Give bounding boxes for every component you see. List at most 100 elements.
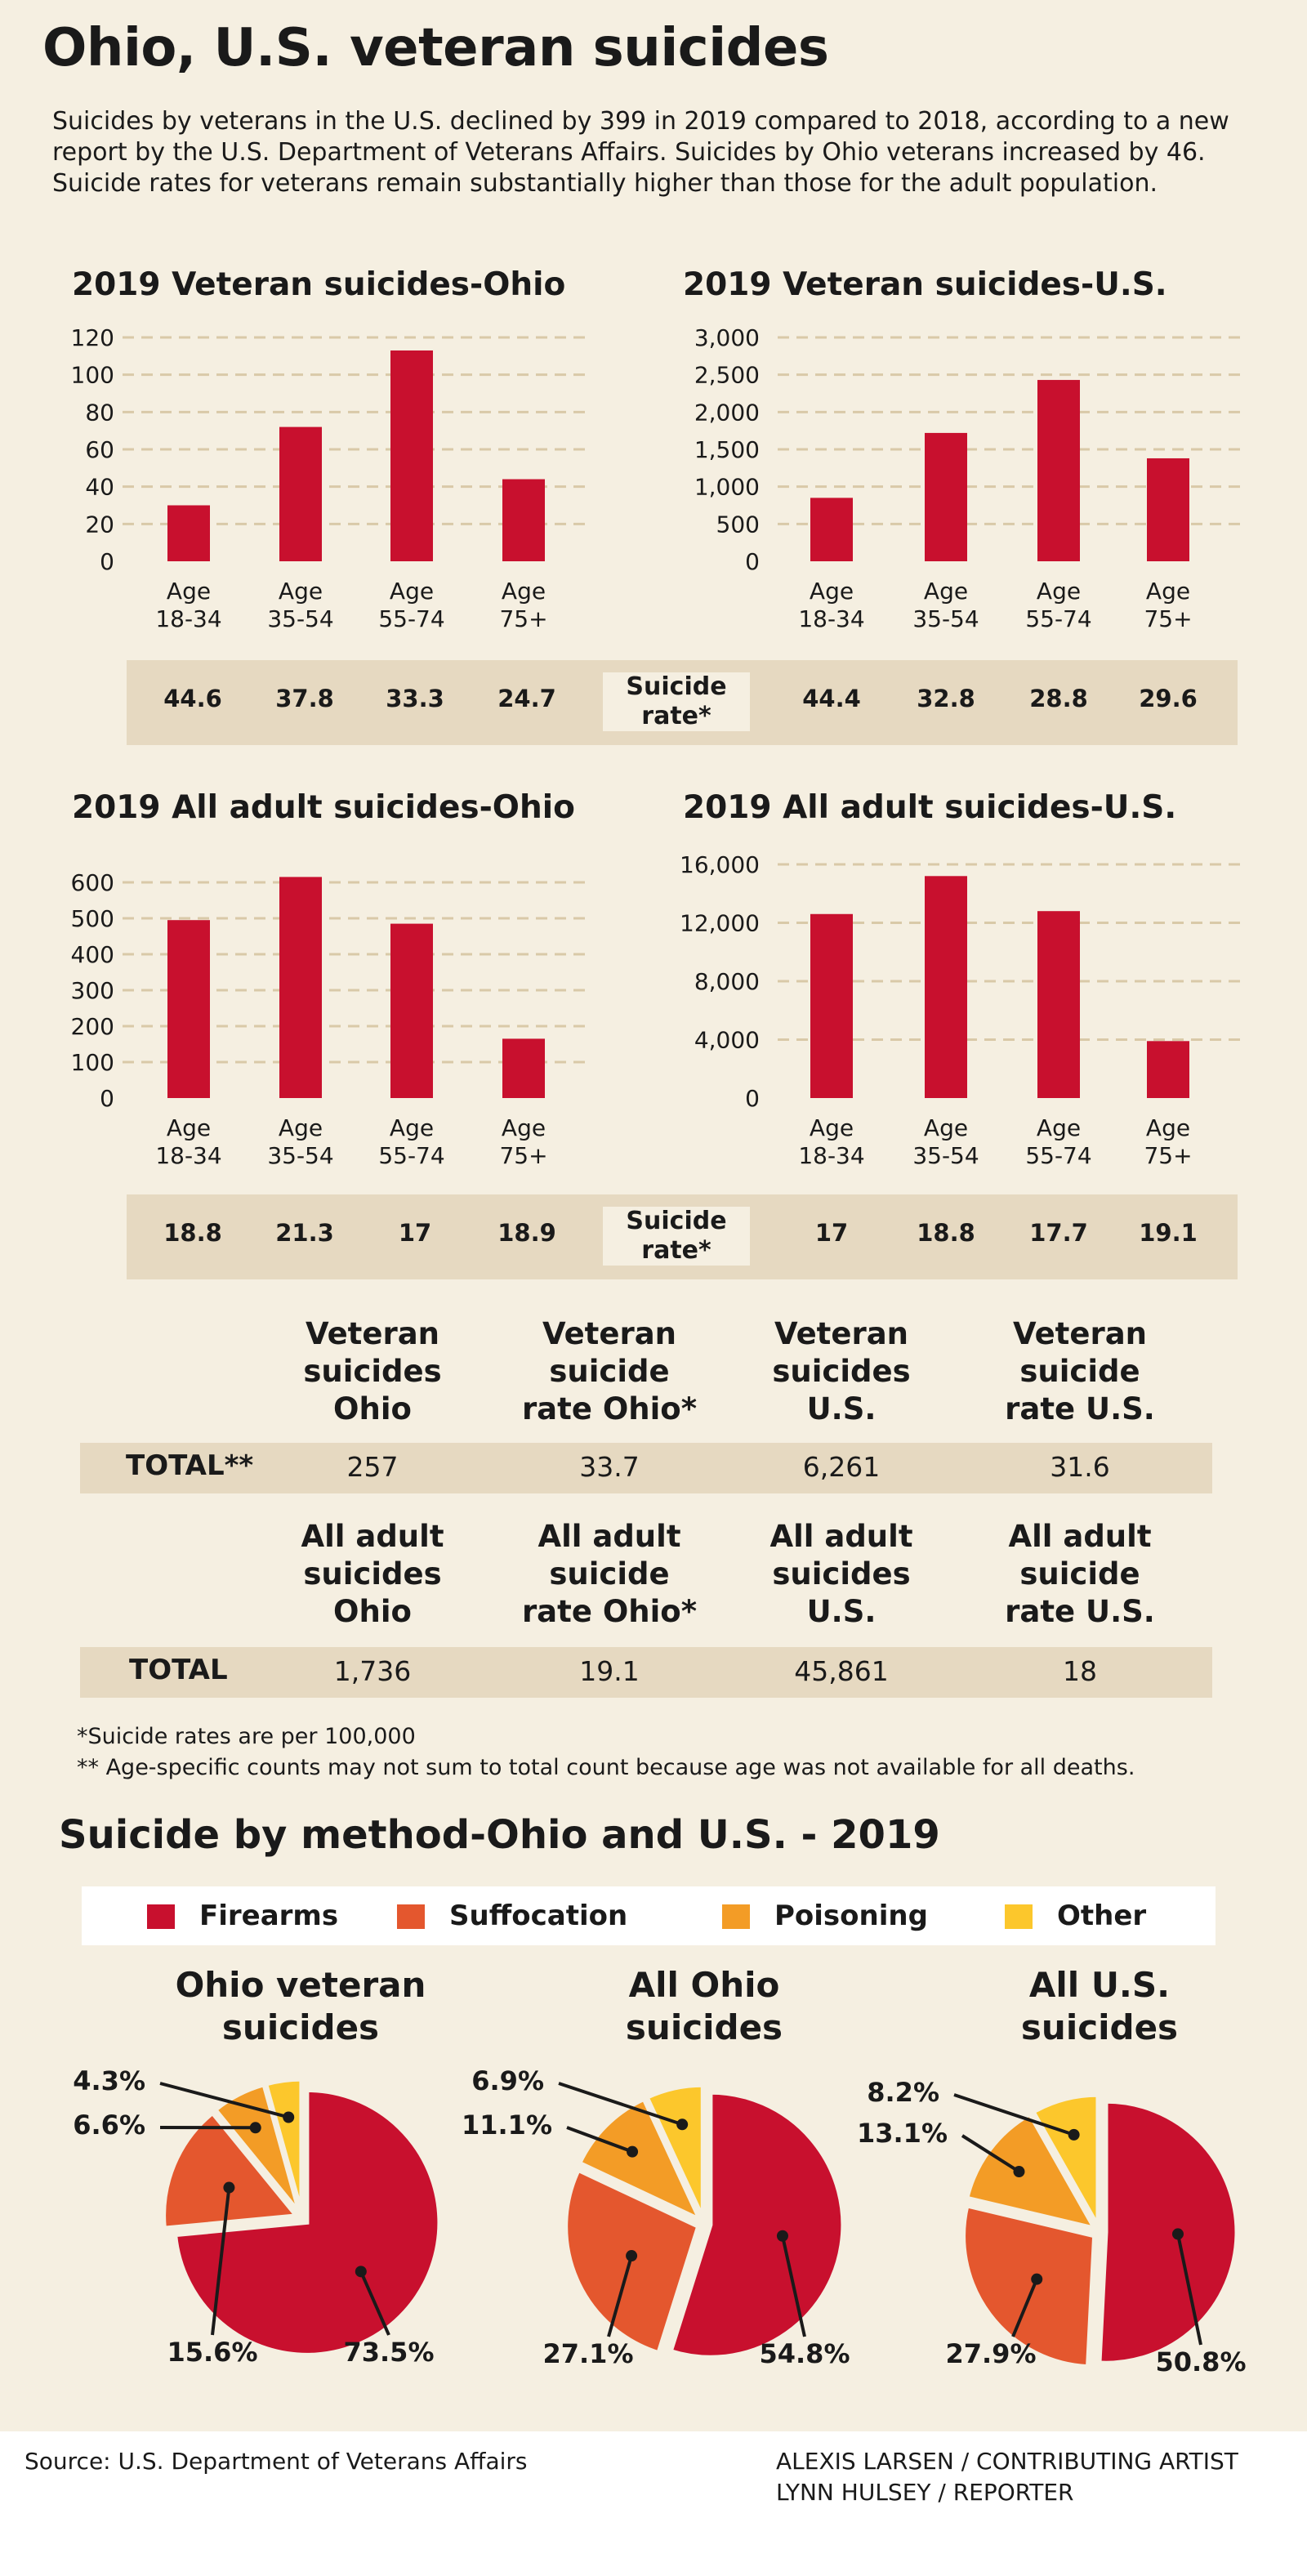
totals-value: 31.6 [1050, 1451, 1110, 1483]
leader-dot [249, 2122, 261, 2134]
header-line: All adult [538, 1519, 681, 1554]
y-tick-label: 12,000 [680, 910, 760, 937]
totals-header: All adult suicides Ohio [262, 1518, 483, 1631]
pie-value-label: 27.1% [542, 2338, 633, 2369]
bar [502, 479, 545, 561]
y-tick-label: 4,000 [694, 1027, 760, 1054]
header-line: Ohio [333, 1391, 412, 1426]
pie-slice-suffocation [961, 2203, 1097, 2369]
rate-label-veteran: Suicide rate* [603, 672, 750, 731]
totals-value: 19.1 [579, 1655, 640, 1687]
bar [390, 923, 433, 1098]
header-line: suicide [1019, 1556, 1140, 1592]
totals-value: 257 [346, 1451, 399, 1483]
pie-value-label: 8.2% [867, 2077, 939, 2108]
totals-label: TOTAL [129, 1654, 228, 1686]
legend-label: Other [1057, 1900, 1147, 1932]
pie-value-label: 27.9% [945, 2338, 1036, 2369]
y-tick-label: 100 [71, 362, 114, 389]
credit-reporter: LYNN HULSEY / REPORTER [776, 2479, 1074, 2506]
bar-chart-adult-us: 04,0008,00012,00016,000Age18-34Age35-54A… [680, 851, 1242, 1169]
y-tick-label: 20 [85, 511, 114, 538]
header-line: suicides [772, 1354, 911, 1389]
totals-row-adult: TOTAL 1,736 19.1 45,861 18 [80, 1647, 1212, 1698]
chart-title-adult-us: 2019 All adult suicides-U.S. [683, 789, 1177, 826]
header-line: rate Ohio* [521, 1594, 698, 1629]
pie-value-label: 13.1% [857, 2118, 948, 2149]
bar [925, 432, 967, 561]
header-line: suicide [1019, 1354, 1140, 1389]
totals-header: All adult suicides U.S. [731, 1518, 952, 1631]
x-tick-label: 35-54 [267, 605, 333, 632]
rate-value: 18.8 [163, 1219, 222, 1247]
leader-dot [627, 2145, 639, 2158]
bar [390, 350, 433, 561]
header-line: Ohio [333, 1594, 412, 1629]
pie-slice-firearms [668, 2090, 845, 2359]
rate-value: 37.8 [275, 685, 334, 712]
y-tick-label: 0 [745, 1085, 760, 1112]
totals-value: 18 [1063, 1655, 1097, 1687]
x-tick-label: 18-34 [798, 605, 864, 632]
x-tick-label: Age [167, 1114, 211, 1141]
leader-line [558, 2082, 683, 2127]
legend-swatch [722, 1904, 750, 1929]
y-tick-label: 300 [71, 977, 114, 1004]
header-line: rate U.S. [1005, 1594, 1155, 1629]
x-tick-label: Age [502, 578, 546, 605]
pie-slice-poisoning [212, 2082, 301, 2214]
rate-value: 44.4 [802, 685, 861, 712]
pie-slice-poisoning [577, 2096, 704, 2224]
leader-dot [1013, 2166, 1025, 2178]
y-tick-label: 8,000 [694, 968, 760, 995]
bar [1037, 380, 1080, 561]
header-line: rate Ohio* [521, 1391, 698, 1426]
x-tick-label: 55-74 [1025, 605, 1091, 632]
pie-title-line: suicides [1020, 2007, 1179, 2047]
rate-value: 28.8 [1029, 685, 1088, 712]
x-tick-label: Age [924, 1114, 968, 1141]
x-tick-label: 18-34 [155, 605, 221, 632]
totals-header: Veteran suicides U.S. [731, 1315, 952, 1428]
leader-line [961, 2134, 1020, 2173]
totals-value: 1,736 [333, 1655, 412, 1687]
pie-title-line: suicides [625, 2007, 783, 2047]
rate-value: 29.6 [1139, 685, 1198, 712]
totals-value: 6,261 [802, 1451, 881, 1483]
leader-line [953, 2093, 1075, 2136]
leader-dot [776, 2230, 788, 2242]
legend-swatch [1005, 1904, 1033, 1929]
rate-label-line: rate* [641, 1236, 711, 1265]
pie-value-label: 6.6% [73, 2109, 145, 2141]
rate-value: 32.8 [917, 685, 975, 712]
pie-value-label: 15.6% [167, 2337, 257, 2368]
x-tick-label: Age [1037, 578, 1081, 605]
header-line: rate U.S. [1005, 1391, 1155, 1426]
totals-value: 33.7 [579, 1451, 640, 1483]
pie-title-line: All Ohio [628, 1965, 780, 2005]
rate-value: 17 [398, 1219, 432, 1247]
totals-value: 45,861 [794, 1655, 889, 1687]
pie-title-all-us: All U.S. suicides [928, 1964, 1271, 2049]
x-tick-label: 35-54 [912, 605, 979, 632]
page-title: Ohio, U.S. veteran suicides [42, 18, 829, 78]
pie-legend: Firearms Suffocation Poisoning Other [82, 1886, 1216, 1945]
x-tick-label: 75+ [499, 605, 547, 632]
y-tick-label: 120 [71, 324, 114, 351]
header-line: suicide [549, 1556, 670, 1592]
x-tick-label: 75+ [499, 1142, 547, 1169]
bar [279, 877, 322, 1098]
totals-label: TOTAL** [126, 1449, 254, 1482]
leader-dot [1171, 2228, 1184, 2240]
rate-value: 18.8 [917, 1219, 975, 1247]
bar [1147, 458, 1189, 561]
x-tick-label: Age [390, 578, 434, 605]
y-tick-label: 80 [85, 399, 114, 426]
totals-header: Veteran suicides Ohio [262, 1315, 483, 1428]
pie-title-ohio-veteran: Ohio veteran suicides [129, 1964, 472, 2049]
leader-dot [283, 2111, 295, 2123]
bar [1037, 911, 1080, 1098]
x-tick-label: 75+ [1144, 1142, 1192, 1169]
pie-value-label: 6.9% [471, 2065, 544, 2096]
leader-dot [355, 2266, 367, 2278]
